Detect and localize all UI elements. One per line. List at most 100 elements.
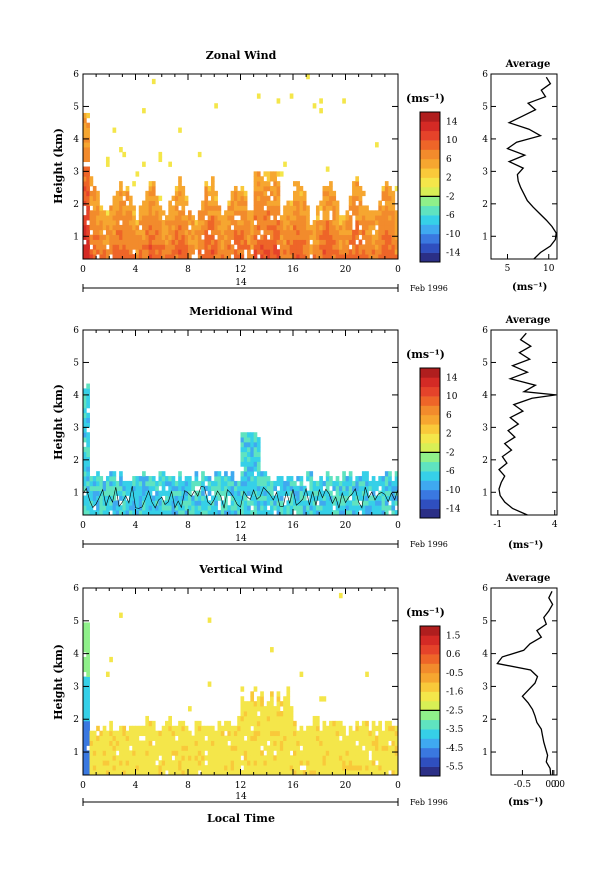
heatmap-cell [83, 398, 87, 404]
heatmap-cell [119, 612, 123, 618]
heatmap-cell [161, 740, 166, 746]
heatmap-cell [365, 210, 369, 216]
heatmap-cell [102, 244, 107, 250]
meridional-day-bar: 14 Feb 1996 [82, 534, 448, 549]
heatmap-cell [217, 720, 222, 727]
heatmap-cell [263, 730, 268, 737]
heatmap-cell [253, 254, 258, 260]
heatmap-cell [371, 495, 376, 501]
y-tick-label: 5 [73, 358, 79, 368]
heatmap-cell [237, 485, 241, 492]
heatmap-cell [96, 244, 100, 250]
heatmap-cell [151, 234, 156, 240]
heatmap-cell [83, 500, 87, 506]
heatmap-cell [391, 215, 396, 221]
y-tick-label: 4 [73, 650, 79, 660]
heatmap-cell [184, 510, 189, 516]
heatmap-cell [188, 760, 192, 766]
heatmap-cell [247, 490, 251, 496]
heatmap-cell [322, 770, 327, 776]
heatmap-cell [394, 244, 399, 250]
heatmap-cell [289, 500, 294, 506]
heatmap-cell [230, 495, 235, 501]
heatmap-cell [125, 500, 130, 506]
heatmap-cell [361, 505, 366, 511]
heatmap-cell [197, 490, 202, 496]
avg-x-tick-label: 0.0 [551, 780, 566, 790]
heatmap-cell [171, 239, 176, 245]
heatmap-cell [332, 500, 337, 506]
heatmap-cell [263, 755, 268, 761]
heatmap-cell [256, 195, 261, 201]
heatmap-cell [174, 215, 179, 221]
heatmap-cell [335, 220, 340, 226]
heatmap-cell [102, 510, 107, 516]
heatmap-cell [158, 735, 163, 741]
heatmap-cell [168, 485, 172, 492]
heatmap-cell [394, 770, 399, 776]
heatmap-cell [306, 74, 310, 80]
heatmap-cell [335, 745, 340, 751]
heatmap-cell [319, 495, 323, 501]
heatmap-cell [194, 770, 199, 776]
heatmap-cell [227, 755, 232, 761]
heatmap-cell [378, 205, 382, 211]
heatmap-cell [319, 254, 323, 260]
heatmap-cell [184, 224, 189, 231]
heatmap-cell [247, 750, 251, 756]
heatmap-cell [322, 760, 327, 766]
heatmap-cell [132, 735, 136, 741]
colorbar-tick-label: -2.5 [446, 706, 464, 716]
heatmap-cell [361, 765, 366, 771]
heatmap-cell [128, 495, 133, 501]
heatmap-cell [352, 490, 356, 496]
heatmap-cell [112, 760, 117, 766]
heatmap-cell [217, 740, 222, 746]
heatmap-cell [355, 510, 360, 516]
heatmap-cell [174, 220, 179, 226]
heatmap-cell [184, 765, 189, 771]
heatmap-cell [188, 745, 192, 751]
heatmap-cell [168, 210, 172, 216]
heatmap-cell [92, 485, 97, 492]
heatmap-cell [243, 706, 248, 712]
heatmap-cell [293, 490, 297, 496]
heatmap-cell [289, 234, 294, 240]
heatmap-cell [128, 234, 133, 240]
heatmap-cell [253, 476, 258, 482]
heatmap-cell [233, 239, 238, 245]
heatmap-cell [233, 495, 238, 501]
heatmap-cell [188, 234, 192, 240]
heatmap-cell [168, 760, 172, 766]
heatmap-cell [158, 765, 163, 771]
heatmap-cell [145, 510, 150, 516]
heatmap-cell [365, 480, 369, 487]
heatmap-cell [270, 745, 274, 751]
heatmap-cell [348, 770, 353, 776]
heatmap-cell [312, 103, 317, 109]
heatmap-cell [306, 224, 310, 231]
heatmap-cell [371, 485, 376, 492]
heatmap-cell [325, 229, 330, 236]
heatmap-cell [263, 706, 268, 712]
x-tick-label: 20 [340, 265, 352, 275]
heatmap-cell [178, 234, 182, 240]
heatmap-cell [96, 249, 100, 255]
heatmap-cell [217, 750, 222, 756]
heatmap-cell [256, 696, 261, 702]
heatmap-cell [260, 711, 264, 717]
heatmap-cell [315, 765, 320, 771]
heatmap-cell [293, 750, 297, 756]
heatmap-cell [86, 417, 90, 423]
heatmap-cell [99, 239, 104, 245]
heatmap-cell [83, 456, 87, 462]
heatmap-cell [217, 234, 222, 240]
heatmap-cell [102, 234, 107, 240]
heatmap-cell [358, 215, 363, 221]
heatmap-cell [197, 730, 202, 737]
heatmap-cell [112, 480, 117, 487]
heatmap-cell [165, 495, 169, 501]
heatmap-cell [266, 500, 271, 506]
heatmap-cell [83, 166, 87, 172]
heatmap-cell [224, 500, 228, 506]
